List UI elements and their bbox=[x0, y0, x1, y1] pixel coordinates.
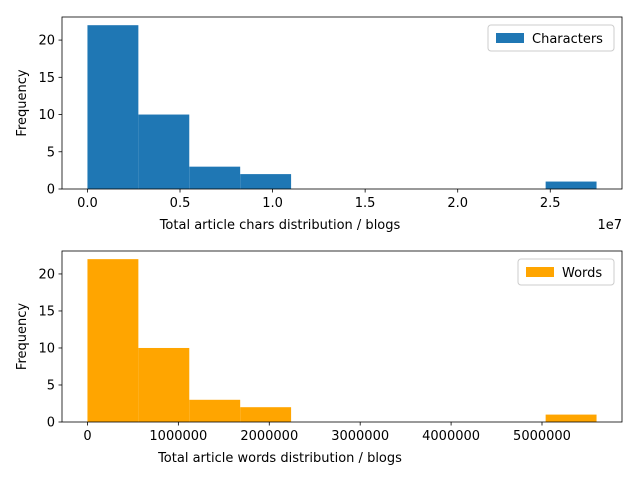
histogram-bar bbox=[545, 414, 597, 422]
y-tick-label: 0 bbox=[47, 183, 55, 198]
y-axis-label: Frequency bbox=[15, 303, 30, 370]
x-tick-label: 3000000 bbox=[331, 429, 389, 444]
x-tick-label: 0.5 bbox=[170, 196, 191, 211]
legend bbox=[487, 24, 615, 52]
y-tick-label: 20 bbox=[38, 34, 55, 49]
x-tick-label: 2.5 bbox=[540, 196, 561, 211]
histogram-bar bbox=[138, 114, 190, 189]
y-tick-label: 5 bbox=[47, 378, 55, 393]
x-tick-label: 0 bbox=[83, 429, 91, 444]
words-histogram: 0 1000000 2000000 3000000 4000000 5000000 0 5 10… bbox=[15, 250, 623, 466]
legend-label: Characters bbox=[532, 32, 603, 47]
x-tick-label: 1.0 bbox=[262, 196, 283, 211]
histogram-bar bbox=[87, 259, 139, 422]
x-tick-label: 1000000 bbox=[149, 429, 207, 444]
x-tick-label: 0.0 bbox=[77, 196, 98, 211]
histogram-bar bbox=[138, 347, 190, 422]
legend-swatch bbox=[526, 267, 554, 277]
x-tick-label: 4000000 bbox=[422, 429, 480, 444]
histogram-bar bbox=[545, 181, 597, 189]
x-tick-label: 2000000 bbox=[240, 429, 298, 444]
axes-frame bbox=[61, 250, 623, 423]
x-tick-label: 2.0 bbox=[447, 196, 468, 211]
legend bbox=[517, 258, 615, 286]
x-tick-label: 1.5 bbox=[355, 196, 376, 211]
y-tick-label: 0 bbox=[47, 416, 55, 431]
x-tick-label: 5000000 bbox=[513, 429, 571, 444]
y-tick-label: 10 bbox=[38, 108, 55, 123]
y-axis-label: Frequency bbox=[15, 69, 30, 136]
y-tick-label: 5 bbox=[47, 145, 55, 160]
axes-frame bbox=[61, 16, 623, 190]
histogram-bar bbox=[240, 174, 292, 189]
y-tick-label: 15 bbox=[38, 304, 55, 319]
legend-swatch bbox=[496, 33, 524, 43]
y-tick-label: 20 bbox=[38, 267, 55, 282]
x-offset-label: 1e7 bbox=[597, 218, 622, 233]
histogram-bar bbox=[87, 25, 139, 189]
histogram-bar bbox=[189, 399, 241, 422]
histogram-bar bbox=[240, 407, 292, 422]
x-axis-label: Total article chars distribution / blogs bbox=[159, 218, 401, 233]
y-tick-label: 15 bbox=[38, 71, 55, 86]
characters-histogram: 0.0 0.5 1.0 1.5 2.0 2.5 0 5 10 15 20 Total article … bbox=[15, 16, 623, 233]
legend-label: Words bbox=[562, 266, 602, 281]
histogram-bar bbox=[189, 166, 241, 189]
x-axis-label: Total article words distribution / blogs bbox=[157, 451, 402, 466]
y-tick-label: 10 bbox=[38, 341, 55, 356]
